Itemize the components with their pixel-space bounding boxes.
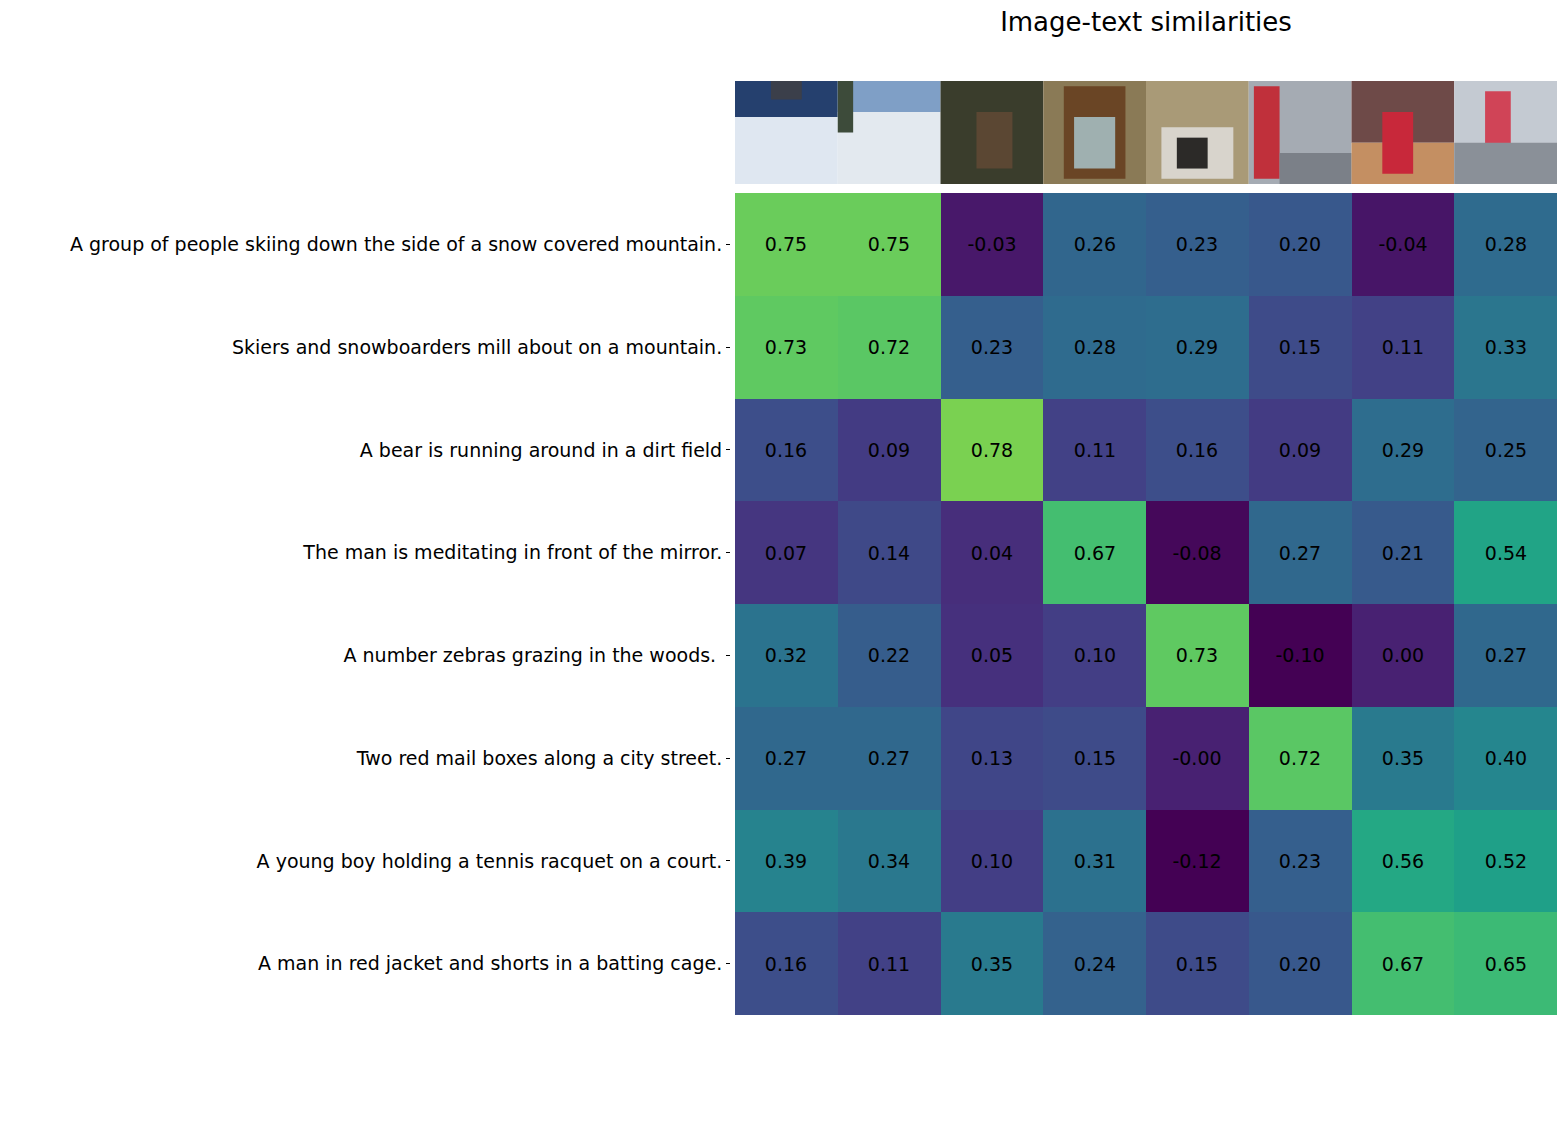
svg-text:0.33: 0.33: [1485, 336, 1527, 358]
svg-text:0.29: 0.29: [1176, 336, 1218, 358]
svg-text:0.04: 0.04: [971, 542, 1013, 564]
svg-text:0.23: 0.23: [971, 336, 1013, 358]
svg-text:A man in red jacket and shorts: A man in red jacket and shorts in a batt…: [258, 952, 722, 974]
svg-text:0.27: 0.27: [765, 747, 807, 769]
svg-text:0.09: 0.09: [868, 439, 910, 461]
svg-text:0.75: 0.75: [765, 233, 807, 255]
svg-text:0.09: 0.09: [1279, 439, 1321, 461]
svg-text:0.29: 0.29: [1382, 439, 1424, 461]
svg-text:-0.10: -0.10: [1275, 644, 1324, 666]
svg-text:0.22: 0.22: [868, 644, 910, 666]
svg-text:0.16: 0.16: [765, 953, 807, 975]
svg-text:0.15: 0.15: [1279, 336, 1321, 358]
svg-text:0.15: 0.15: [1074, 747, 1116, 769]
svg-text:0.16: 0.16: [1176, 439, 1218, 461]
svg-text:0.20: 0.20: [1279, 233, 1321, 255]
svg-text:0.28: 0.28: [1485, 233, 1527, 255]
svg-text:0.11: 0.11: [868, 953, 910, 975]
svg-text:0.73: 0.73: [765, 336, 807, 358]
svg-text:0.10: 0.10: [1074, 644, 1116, 666]
svg-text:0.11: 0.11: [1382, 336, 1424, 358]
svg-text:-0.08: -0.08: [1172, 542, 1221, 564]
svg-text:0.73: 0.73: [1176, 644, 1218, 666]
svg-text:Skiers and snowboarders mill a: Skiers and snowboarders mill about on a …: [232, 336, 722, 358]
svg-text:A young boy holding a tennis r: A young boy holding a tennis racquet on …: [257, 850, 723, 872]
svg-text:0.27: 0.27: [1279, 542, 1321, 564]
svg-text:0.21: 0.21: [1382, 542, 1424, 564]
svg-text:0.72: 0.72: [1279, 747, 1321, 769]
svg-text:0.52: 0.52: [1485, 850, 1527, 872]
svg-text:0.00: 0.00: [1382, 644, 1424, 666]
svg-text:0.15: 0.15: [1176, 953, 1218, 975]
svg-text:0.24: 0.24: [1074, 953, 1116, 975]
svg-text:0.28: 0.28: [1074, 336, 1116, 358]
svg-text:A number zebras grazing in the: A number zebras grazing in the woods.: [344, 644, 723, 666]
svg-text:0.31: 0.31: [1074, 850, 1116, 872]
svg-text:The man is meditating in front: The man is meditating in front of the mi…: [302, 541, 722, 563]
svg-text:Two red mail boxes along a cit: Two red mail boxes along a city street.: [356, 747, 722, 769]
svg-text:0.32: 0.32: [765, 644, 807, 666]
svg-text:0.27: 0.27: [1485, 644, 1527, 666]
svg-text:A bear is running around in a: A bear is running around in a dirt field: [360, 439, 722, 461]
svg-text:0.72: 0.72: [868, 336, 910, 358]
svg-text:-0.04: -0.04: [1378, 233, 1427, 255]
svg-text:0.67: 0.67: [1074, 542, 1116, 564]
svg-text:0.23: 0.23: [1279, 850, 1321, 872]
svg-text:0.39: 0.39: [765, 850, 807, 872]
svg-text:0.78: 0.78: [971, 439, 1013, 461]
svg-text:A group of people skiing down: A group of people skiing down the side o…: [70, 233, 722, 255]
svg-text:0.14: 0.14: [868, 542, 910, 564]
svg-text:0.16: 0.16: [765, 439, 807, 461]
svg-text:0.20: 0.20: [1279, 953, 1321, 975]
svg-text:0.13: 0.13: [971, 747, 1013, 769]
svg-text:-0.03: -0.03: [967, 233, 1016, 255]
svg-text:-0.12: -0.12: [1172, 850, 1221, 872]
svg-text:0.56: 0.56: [1382, 850, 1424, 872]
svg-text:0.27: 0.27: [868, 747, 910, 769]
svg-text:0.25: 0.25: [1485, 439, 1527, 461]
svg-text:0.35: 0.35: [971, 953, 1013, 975]
svg-text:0.75: 0.75: [868, 233, 910, 255]
svg-text:0.67: 0.67: [1382, 953, 1424, 975]
svg-text:0.11: 0.11: [1074, 439, 1116, 461]
svg-text:0.05: 0.05: [971, 644, 1013, 666]
svg-text:0.10: 0.10: [971, 850, 1013, 872]
svg-text:0.23: 0.23: [1176, 233, 1218, 255]
svg-text:0.54: 0.54: [1485, 542, 1527, 564]
svg-text:0.35: 0.35: [1382, 747, 1424, 769]
svg-text:0.26: 0.26: [1074, 233, 1116, 255]
svg-text:-0.00: -0.00: [1172, 747, 1221, 769]
svg-text:0.34: 0.34: [868, 850, 910, 872]
svg-text:0.40: 0.40: [1485, 747, 1527, 769]
svg-text:0.65: 0.65: [1485, 953, 1527, 975]
svg-text:0.07: 0.07: [765, 542, 807, 564]
svg-text:Image-text similarities: Image-text similarities: [1000, 7, 1292, 37]
